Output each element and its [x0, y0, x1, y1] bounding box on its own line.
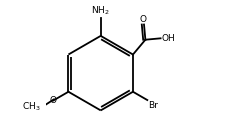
- Text: O: O: [139, 15, 146, 24]
- Text: NH$_2$: NH$_2$: [91, 5, 110, 17]
- Text: Br: Br: [148, 101, 158, 110]
- Text: OH: OH: [161, 34, 175, 43]
- Text: O: O: [49, 96, 56, 105]
- Text: CH$_3$: CH$_3$: [22, 101, 41, 113]
